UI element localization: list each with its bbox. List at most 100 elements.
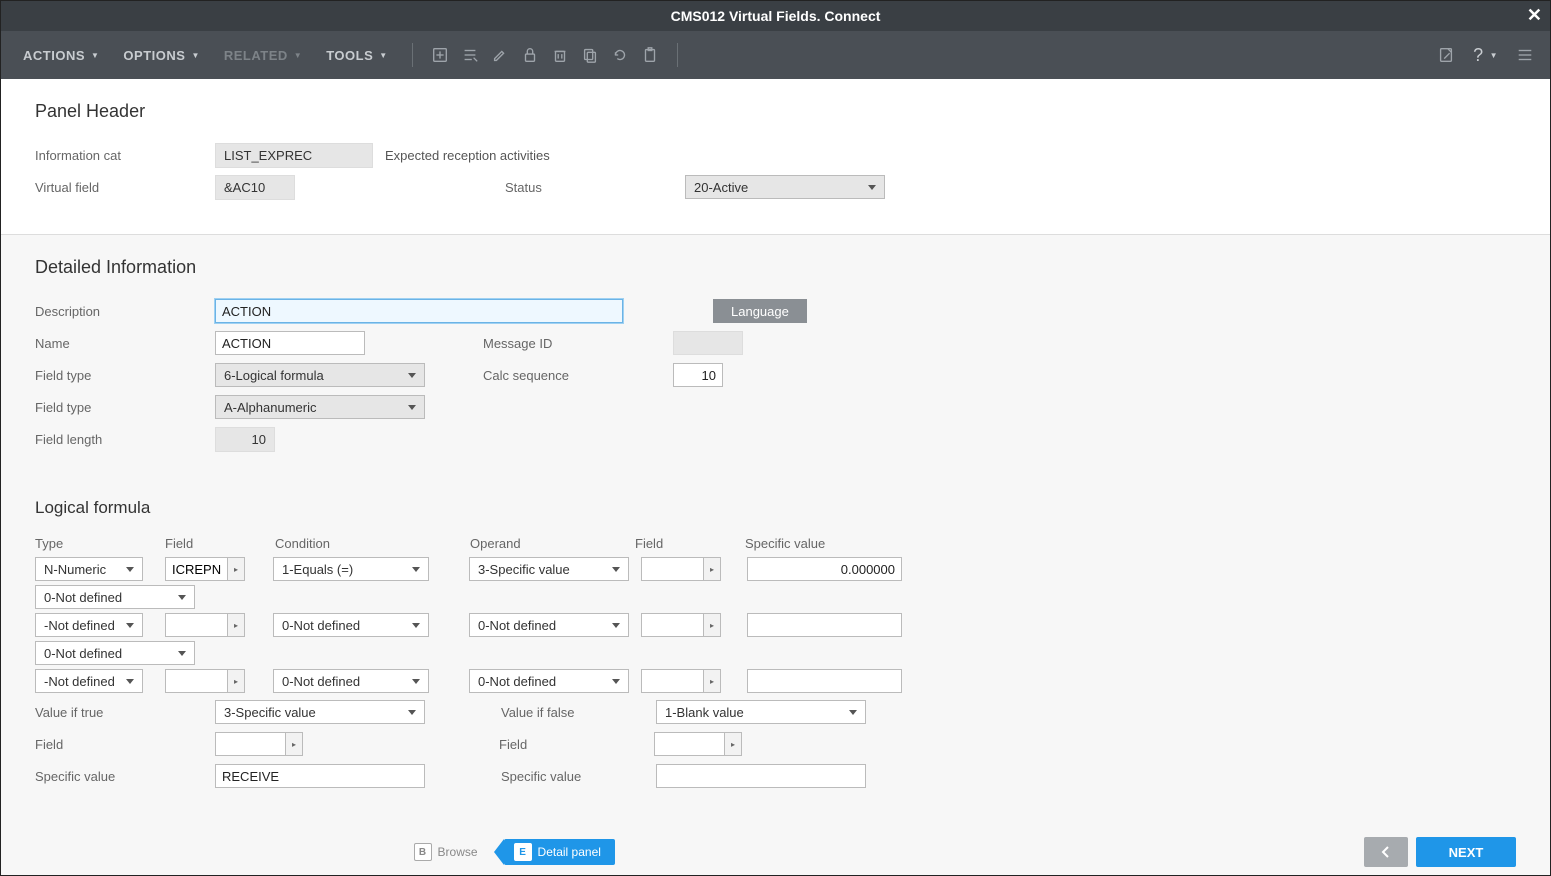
- lookup-icon[interactable]: ▸: [703, 669, 721, 693]
- help-icon[interactable]: ?▼: [1469, 45, 1502, 66]
- lf-operand-select[interactable]: 3-Specific value: [469, 557, 629, 581]
- row-virtual-field: Virtual field &AC10 Status 20-Active: [35, 172, 1516, 202]
- close-icon[interactable]: ✕: [1527, 5, 1542, 26]
- detail-title: Detailed Information: [35, 257, 1516, 278]
- field-false-lookup[interactable]: ▸: [654, 732, 742, 756]
- panel-tabs: B Browse E Detail panel: [410, 839, 615, 865]
- lf-condition-select[interactable]: 1-Equals (=): [273, 557, 429, 581]
- lf-andor-select[interactable]: 0-Not defined: [35, 641, 195, 665]
- specific-true-input[interactable]: [215, 764, 425, 788]
- delete-icon[interactable]: [547, 42, 573, 68]
- tab-browse-label: Browse: [438, 845, 478, 859]
- menu-actions[interactable]: ACTIONS▼: [13, 42, 109, 69]
- lf-field2-lookup[interactable]: ▸: [641, 669, 721, 693]
- list-icon[interactable]: [457, 42, 483, 68]
- copy-icon[interactable]: [577, 42, 603, 68]
- lf-condition-select[interactable]: 0-Not defined: [273, 669, 429, 693]
- field-true-input[interactable]: [215, 732, 285, 756]
- language-button[interactable]: Language: [713, 299, 807, 323]
- lf-type-select[interactable]: -Not defined: [35, 669, 143, 693]
- menu-options-label: OPTIONS: [123, 48, 185, 63]
- clipboard-icon[interactable]: [637, 42, 663, 68]
- label-specific-false: Specific value: [501, 769, 656, 784]
- specific-false-input[interactable]: [656, 764, 866, 788]
- lf-operand-value: 0-Not defined: [478, 618, 556, 633]
- label-virtual-field: Virtual field: [35, 180, 215, 195]
- tab-browse[interactable]: B Browse: [410, 839, 490, 865]
- lookup-icon[interactable]: ▸: [703, 557, 721, 581]
- description-input[interactable]: [215, 299, 623, 323]
- lf-type-value: -Not defined: [44, 674, 115, 689]
- lf-field-lookup[interactable]: ▸: [165, 669, 245, 693]
- label-info-cat: Information cat: [35, 148, 215, 163]
- menu-tools[interactable]: TOOLS▼: [316, 42, 397, 69]
- lf-field-lookup[interactable]: ▸: [165, 613, 245, 637]
- name-input[interactable]: [215, 331, 365, 355]
- lf-specific-input[interactable]: [747, 613, 902, 637]
- lock-icon[interactable]: [517, 42, 543, 68]
- lookup-icon[interactable]: ▸: [227, 669, 245, 693]
- lf-field2-input[interactable]: [641, 557, 703, 581]
- lf-field-input[interactable]: [165, 613, 227, 637]
- lookup-icon[interactable]: ▸: [285, 732, 303, 756]
- label-message-id: Message ID: [483, 336, 673, 351]
- lf-operand-select[interactable]: 0-Not defined: [469, 613, 629, 637]
- refresh-icon[interactable]: [607, 42, 633, 68]
- lf-field2-input[interactable]: [641, 669, 703, 693]
- lookup-icon[interactable]: ▸: [227, 557, 245, 581]
- lf-field2-lookup[interactable]: ▸: [641, 557, 721, 581]
- lf-type-select[interactable]: N-Numeric: [35, 557, 143, 581]
- menu-actions-label: ACTIONS: [23, 48, 85, 63]
- info-cat-desc: Expected reception activities: [377, 143, 558, 167]
- field-false-input[interactable]: [654, 732, 724, 756]
- lf-field-input[interactable]: [165, 669, 227, 693]
- label-value-true: Value if true: [35, 705, 215, 720]
- label-calc-seq: Calc sequence: [483, 368, 673, 383]
- row-result-field: Field ▸ Field ▸: [35, 729, 1516, 759]
- logical-row: N-Numeric ▸ 1-Equals (=) 3-Specific valu…: [35, 557, 1516, 581]
- tab-detail[interactable]: E Detail panel: [504, 839, 615, 865]
- next-button[interactable]: NEXT: [1416, 837, 1516, 867]
- back-button[interactable]: [1364, 837, 1408, 867]
- field-type-select[interactable]: 6-Logical formula: [215, 363, 425, 387]
- new-icon[interactable]: [427, 42, 453, 68]
- field-type-2-select[interactable]: A-Alphanumeric: [215, 395, 425, 419]
- lf-field2-input[interactable]: [641, 613, 703, 637]
- status-select[interactable]: 20-Active: [685, 175, 885, 199]
- lf-andor-select[interactable]: 0-Not defined: [35, 585, 195, 609]
- caret-icon: ▼: [379, 51, 387, 60]
- lookup-icon[interactable]: ▸: [724, 732, 742, 756]
- lf-condition-select[interactable]: 0-Not defined: [273, 613, 429, 637]
- tab-detail-key: E: [514, 843, 532, 861]
- value-true-select[interactable]: 3-Specific value: [215, 700, 425, 724]
- calc-seq-input[interactable]: [673, 363, 723, 387]
- label-specific-true: Specific value: [35, 769, 215, 784]
- menu-options[interactable]: OPTIONS▼: [113, 42, 209, 69]
- lf-specific-input[interactable]: [747, 557, 902, 581]
- logical-headers: Type Field Condition Operand Field Speci…: [35, 536, 1516, 551]
- lf-specific-input[interactable]: [747, 669, 902, 693]
- chevron-left-icon: [1380, 846, 1392, 858]
- row-field-type-2: Field type A-Alphanumeric: [35, 392, 1516, 422]
- lf-field-input[interactable]: [165, 557, 227, 581]
- edit-icon[interactable]: [487, 42, 513, 68]
- note-icon[interactable]: [1433, 42, 1459, 68]
- lookup-icon[interactable]: ▸: [703, 613, 721, 637]
- lf-condition-value: 0-Not defined: [282, 618, 360, 633]
- detail-section: Detailed Information Description Languag…: [1, 235, 1550, 831]
- lf-field-lookup[interactable]: ▸: [165, 557, 245, 581]
- lf-type-select[interactable]: -Not defined: [35, 613, 143, 637]
- lf-type-value: N-Numeric: [44, 562, 106, 577]
- lookup-icon[interactable]: ▸: [227, 613, 245, 637]
- label-description: Description: [35, 304, 215, 319]
- lf-field2-lookup[interactable]: ▸: [641, 613, 721, 637]
- row-name: Name Message ID: [35, 328, 1516, 358]
- label-status: Status: [505, 180, 685, 195]
- hamburger-icon[interactable]: [1512, 42, 1538, 68]
- caret-icon: ▼: [294, 51, 302, 60]
- caret-icon: ▼: [1490, 51, 1498, 60]
- field-true-lookup[interactable]: ▸: [215, 732, 303, 756]
- virtual-field-value: &AC10: [215, 175, 295, 200]
- value-false-select[interactable]: 1-Blank value: [656, 700, 866, 724]
- lf-operand-select[interactable]: 0-Not defined: [469, 669, 629, 693]
